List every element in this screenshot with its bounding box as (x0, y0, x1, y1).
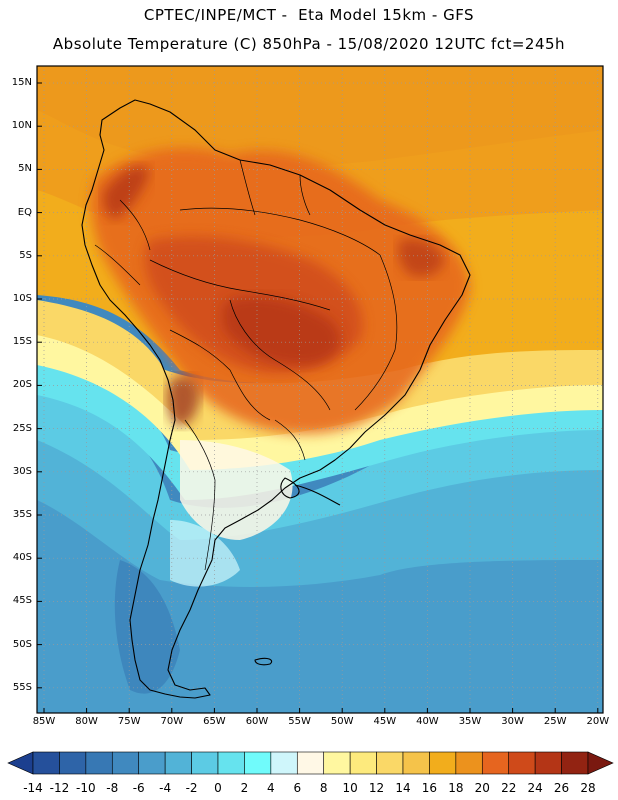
colorbar-swatch (402, 751, 430, 775)
lon-tick-label: 50W (330, 716, 354, 727)
colorbar-swatch (85, 751, 113, 775)
colorbar-label: 10 (342, 781, 358, 795)
lon-tick-label: 20W (586, 716, 610, 727)
lon-tick-label: 70W (160, 716, 184, 727)
colorbar-swatch (191, 751, 219, 775)
colorbar-label: 6 (293, 781, 302, 795)
colorbar-label: 2 (240, 781, 249, 795)
lat-tick-label: 25S (12, 422, 32, 434)
lat-tick-label: 15S (12, 336, 32, 348)
lon-tick-label: 55W (288, 716, 311, 727)
lat-tick-label: 15N (11, 77, 32, 88)
colorbar-label: 24 (527, 781, 543, 795)
country-borders (94, 159, 398, 571)
colorbar-swatch (138, 751, 166, 775)
lat-tick-label: 45S (12, 595, 32, 607)
lon-tick-label: 85W (32, 716, 56, 727)
lon-tick-label: 65W (203, 716, 226, 727)
colorbar-label: -10 (76, 781, 96, 795)
lat-tick-label: 5S (19, 249, 32, 261)
lat-tick-label: EQ (17, 206, 32, 218)
colorbar-swatch (429, 751, 457, 775)
colorbar-label: 0 (214, 781, 222, 795)
colorbar-label: -6 (132, 781, 145, 795)
colorbar-swatch (217, 751, 245, 775)
colorbar-label: 28 (580, 781, 596, 795)
map-frame (36, 65, 604, 714)
colorbar-swatch (244, 751, 272, 775)
lat-tick-label: 20S (12, 379, 32, 391)
lon-tick-label: 40W (416, 716, 439, 727)
colorbar-swatch (270, 751, 298, 775)
lat-tick-label: 55S (12, 681, 32, 693)
lon-tick-label: 25W (543, 716, 567, 727)
lat-tick-label: 50S (12, 638, 32, 650)
colorbar-swatch (455, 751, 483, 775)
colorbar-label: 22 (501, 781, 517, 795)
colorbar-swatch (59, 751, 87, 775)
colorbar-label: 26 (553, 781, 570, 795)
colorbar-label: -12 (49, 781, 70, 795)
colorbar-label: 4 (267, 781, 275, 795)
colorbar-label: -4 (159, 781, 172, 795)
lon-tick-label: 30W (501, 716, 524, 727)
lat-tick-label: 40S (12, 552, 32, 564)
colorbar-swatch (376, 751, 404, 775)
colorbar-swatch (296, 751, 325, 775)
colorbar-swatch (32, 751, 60, 775)
temperature-field (37, 66, 603, 713)
lat-tick-label: 30S (12, 465, 32, 477)
colorbar-swatch (508, 751, 536, 775)
colorbar-swatch (534, 751, 562, 775)
chart-title-line-2: Absolute Temperature (C) 850hPa - 15/08/… (52, 35, 566, 53)
colorbar-swatch (111, 751, 140, 775)
colorbar-swatch (323, 751, 351, 775)
colorbar-swatch (164, 751, 192, 775)
colorbar-label: -8 (106, 781, 119, 795)
colorbar-label: -2 (185, 781, 198, 795)
colorbar-swatch (349, 751, 377, 775)
lon-tick-label: 80W (75, 716, 98, 727)
colorbar-swatch (587, 751, 614, 775)
lon-tick-label: 45W (373, 716, 397, 727)
colorbar-label: -14 (23, 781, 43, 795)
chart-title-line-1: CPTEC/INPE/MCT - Eta Model 15km - GFS (143, 6, 475, 24)
colorbar (7, 751, 614, 775)
colorbar-label: 14 (395, 781, 411, 795)
colorbar-label: 18 (448, 781, 464, 795)
colorbar-label: 8 (319, 781, 328, 795)
colorbar-swatch (7, 751, 34, 775)
lat-tick-label: 10N (11, 120, 32, 132)
lon-tick-label: 75W (117, 716, 141, 727)
lat-tick-label: 5N (18, 163, 32, 175)
lon-tick-label: 60W (245, 716, 269, 727)
colorbar-label: 12 (368, 781, 385, 795)
colorbar-label: 16 (421, 781, 438, 795)
colorbar-swatch (481, 751, 510, 775)
coastline (81, 99, 471, 699)
lat-tick-label: 10S (12, 293, 32, 304)
colorbar-label: 20 (474, 781, 490, 795)
lon-tick-label: 35W (458, 716, 482, 727)
lat-tick-label: 35S (12, 509, 32, 520)
colorbar-swatch (561, 751, 589, 775)
